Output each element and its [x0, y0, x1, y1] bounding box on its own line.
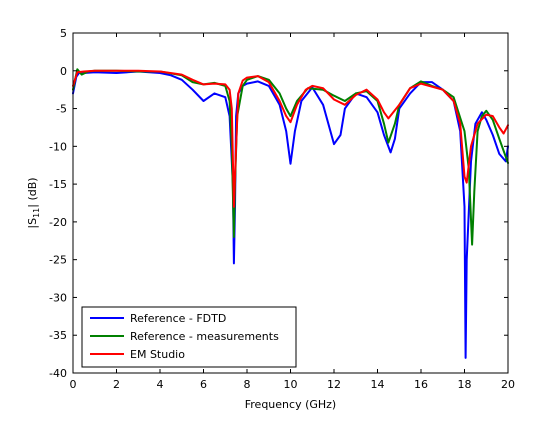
- x-tick-label-10: 10: [284, 378, 298, 391]
- x-tick-label-14: 14: [371, 378, 385, 391]
- series-layer: [72, 68, 509, 359]
- y-tick-label--25: -25: [49, 254, 67, 267]
- y-tick-label--10: -10: [49, 140, 67, 153]
- x-tick-label-8: 8: [244, 378, 251, 391]
- y-axis-label: |S11| (dB): [26, 177, 41, 228]
- x-tick-label-12: 12: [327, 378, 341, 391]
- x-tick-label-16: 16: [414, 378, 428, 391]
- legend-label-2: EM Studio: [130, 348, 185, 361]
- x-tick-label-20: 20: [501, 378, 515, 391]
- y-tick-label--5: -5: [56, 103, 67, 116]
- ticks-layer: 0 2 4 6 8 10 12 14 16 18 20 5 0 -5 -10 -15 -20 -25 -30 -35 -…: [49, 27, 515, 391]
- y-tick-label--15: -15: [49, 178, 67, 191]
- y-tick-label--30: -30: [49, 291, 67, 304]
- y-axis-label-subscript: 11: [32, 208, 41, 218]
- legend-label-1: Reference - measurements: [130, 330, 279, 343]
- x-tick-label-4: 4: [157, 378, 164, 391]
- y-tick-label-5: 5: [60, 27, 67, 40]
- y-axis-label-base: |S: [26, 218, 39, 229]
- y-tick-label-0: 0: [60, 65, 67, 78]
- series-line-2: [72, 69, 509, 208]
- y-tick-label--20: -20: [49, 216, 67, 229]
- x-tick-label-18: 18: [458, 378, 472, 391]
- series-line-0: [72, 70, 509, 359]
- legend: Reference - FDTD Reference - measurements…: [81, 306, 297, 368]
- x-tick-label-0: 0: [70, 378, 77, 391]
- legend-label-0: Reference - FDTD: [130, 312, 226, 325]
- x-tick-label-6: 6: [200, 378, 207, 391]
- x-axis-label: Frequency (GHz): [245, 398, 336, 411]
- x-tick-label-2: 2: [113, 378, 120, 391]
- y-axis-label-rest: | (dB): [26, 177, 39, 207]
- y-tick-label--40: -40: [49, 367, 67, 380]
- y-tick-label--35: -35: [49, 329, 67, 342]
